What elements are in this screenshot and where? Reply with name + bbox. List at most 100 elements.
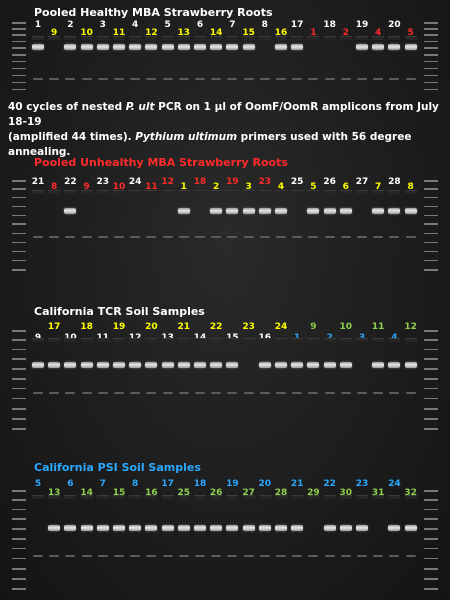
ladder-rung (424, 499, 438, 501)
ladder-rung (424, 490, 438, 492)
lane-label: 18 (193, 479, 207, 489)
primer-dimer (340, 78, 351, 80)
lane-label: 21 (177, 322, 191, 332)
dna-band (323, 362, 336, 368)
ladder-rung (424, 54, 438, 56)
gel-well (145, 190, 158, 194)
lane-label: 26 (209, 488, 223, 498)
primer-dimer (389, 555, 400, 557)
ladder-rung (12, 547, 26, 550)
dna-band (226, 525, 239, 531)
ladder-rung (424, 34, 438, 36)
ladder-rung (424, 428, 438, 430)
primer-dimer (357, 236, 367, 238)
gel-well (323, 190, 336, 194)
ladder-rung (12, 368, 26, 370)
gel-well (48, 190, 61, 194)
lane-label: 24 (128, 177, 142, 187)
ladder-right (424, 330, 438, 430)
ladder-rung (12, 214, 26, 217)
ladder-rung (424, 40, 438, 43)
lane-label: 2 (342, 28, 349, 38)
ladder-rung (424, 180, 438, 182)
ladder-rung (12, 588, 26, 590)
dna-band (32, 362, 44, 368)
primer-dimer (162, 555, 173, 557)
gel-well (323, 495, 336, 499)
primer-dimer (292, 555, 303, 557)
gel-well (32, 338, 44, 342)
primer-dimer (340, 236, 351, 238)
primer-dimer (65, 236, 76, 238)
dna-band (291, 44, 304, 50)
gel-well (113, 338, 125, 342)
primer-dimer (276, 392, 286, 394)
dna-band (242, 525, 255, 531)
lane-label: 28 (274, 488, 288, 498)
lane-label: 5 (164, 20, 171, 30)
lane-label: 27 (242, 488, 255, 498)
lane-label: 7 (229, 20, 236, 30)
primer-dimer (405, 236, 416, 238)
ladder-rung (424, 250, 438, 253)
lane-label: 11 (112, 28, 126, 38)
lane-label: 17 (161, 479, 174, 489)
ladder-rung (12, 188, 26, 190)
dna-band (210, 525, 223, 531)
dna-band (48, 362, 61, 368)
gel-well (291, 190, 304, 194)
primer-dimer (162, 236, 173, 238)
primer-dimer (195, 555, 205, 557)
gel-well (194, 190, 206, 194)
primer-dimer (276, 555, 286, 557)
primer-dimer (211, 236, 222, 238)
gel-well (113, 190, 125, 194)
ladder-rung (424, 387, 438, 390)
primer-dimer (308, 78, 319, 80)
ladder-rung (424, 557, 438, 560)
ladder-rung (424, 397, 438, 400)
gel-well (210, 338, 223, 342)
primer-dimer (211, 78, 222, 80)
lane-label: 11 (145, 182, 158, 192)
primer-dimer (195, 78, 205, 80)
dna-band (129, 44, 142, 50)
gel-well (226, 338, 239, 342)
primer-dimer (211, 555, 222, 557)
primer-dimer (114, 555, 124, 557)
note-line-2: (amplified 44 times). Pythium ultimum pr… (8, 130, 444, 160)
lane-label: 23 (96, 177, 110, 187)
gel-well (177, 36, 190, 40)
ladder-rung (424, 232, 438, 235)
primer-dimer (97, 236, 108, 238)
ladder-rung (12, 241, 26, 244)
lane-label: 12 (161, 177, 174, 187)
dna-band (339, 362, 352, 368)
lane-label: 30 (339, 488, 353, 498)
lane-label: 5 (34, 479, 42, 489)
dna-band (96, 362, 109, 368)
ladder-rung (424, 28, 438, 30)
ladder-rung (12, 508, 26, 511)
dna-band (404, 208, 417, 214)
gel-well (356, 495, 368, 499)
note-species-name: Pythium ultimum (135, 131, 238, 143)
primer-dimer (340, 392, 351, 394)
dna-band (258, 208, 271, 214)
ladder-rung (12, 34, 26, 36)
ladder-rung (12, 528, 26, 530)
primer-dimer (324, 555, 335, 557)
primer-dimer (130, 78, 141, 80)
primer-dimer (97, 555, 108, 557)
dna-band (210, 44, 223, 50)
primer-dimer (81, 236, 92, 238)
gel-well (291, 36, 304, 40)
lane-label: 13 (47, 488, 61, 498)
gel-well (258, 338, 271, 342)
lane-label: 5 (310, 182, 317, 192)
primer-dimer (146, 392, 157, 394)
ladder-rung (12, 40, 26, 43)
dna-band (258, 525, 271, 531)
ladder-rung (12, 428, 26, 430)
primer-dimer (178, 392, 189, 394)
